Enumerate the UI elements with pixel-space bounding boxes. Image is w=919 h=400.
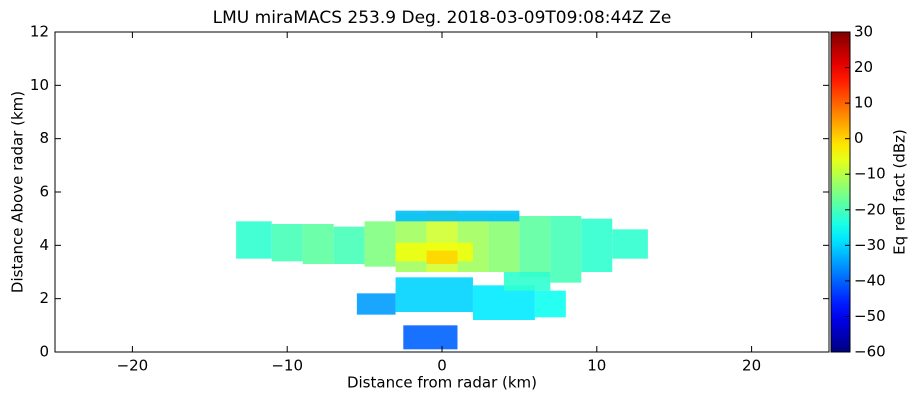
y-tick-label: 10 xyxy=(30,76,49,94)
echo-cell xyxy=(534,290,566,318)
colorbar-tick-label: 30 xyxy=(854,23,873,41)
y-tick-label: 8 xyxy=(39,129,49,147)
x-tick-label: −20 xyxy=(117,357,149,375)
echo-cell xyxy=(356,293,396,315)
echo-cell xyxy=(395,210,520,222)
x-tick-label: −10 xyxy=(271,357,303,375)
echo-cell xyxy=(364,221,396,267)
colorbar-tick-label: −30 xyxy=(854,236,886,254)
echo-cell xyxy=(271,224,303,262)
colorbar-tick-label: −60 xyxy=(854,343,886,361)
colorbar xyxy=(830,31,851,353)
echo-cell xyxy=(236,221,272,259)
colorbar-tick-label: 10 xyxy=(854,94,873,112)
colorbar-tick-label: −40 xyxy=(854,271,886,289)
y-tick-label: 4 xyxy=(39,236,49,254)
colorbar-tick-label: −50 xyxy=(854,307,886,325)
echo-cell xyxy=(612,229,648,259)
y-axis-label: Distance Above radar (km) xyxy=(9,91,27,293)
echo-cell xyxy=(519,216,551,278)
echo-cell xyxy=(503,272,551,291)
x-tick-label: 20 xyxy=(742,357,761,375)
y-tick-label: 2 xyxy=(39,289,49,307)
chart-title: LMU miraMACS 253.9 Deg. 2018-03-09T09:08… xyxy=(213,8,672,28)
echo-cell xyxy=(395,277,473,312)
x-axis-label: Distance from radar (km) xyxy=(347,374,537,392)
echo-cell xyxy=(395,213,427,272)
x-tick-label: 0 xyxy=(437,357,447,375)
echo-cell xyxy=(302,224,334,264)
echo-cell xyxy=(550,216,582,283)
echo-cell xyxy=(581,218,613,272)
colorbar-tick-label: −10 xyxy=(854,165,886,183)
y-tick-label: 0 xyxy=(39,343,49,361)
echo-cell xyxy=(488,213,520,272)
echo-cell xyxy=(457,213,489,272)
y-tick-label: 12 xyxy=(30,23,49,41)
colorbar-tick-label: 0 xyxy=(854,129,864,147)
echo-cell xyxy=(472,285,535,320)
echo-cell xyxy=(426,250,458,264)
colorbar-tick-label: −20 xyxy=(854,200,886,218)
colorbar-tick-label: 20 xyxy=(854,58,873,76)
y-tick-label: 6 xyxy=(39,183,49,201)
echo-cell xyxy=(403,325,458,350)
colorbar-label: Eq refl fact (dBz) xyxy=(891,129,909,255)
x-tick-label: 10 xyxy=(587,357,606,375)
echo-cell xyxy=(333,226,365,264)
